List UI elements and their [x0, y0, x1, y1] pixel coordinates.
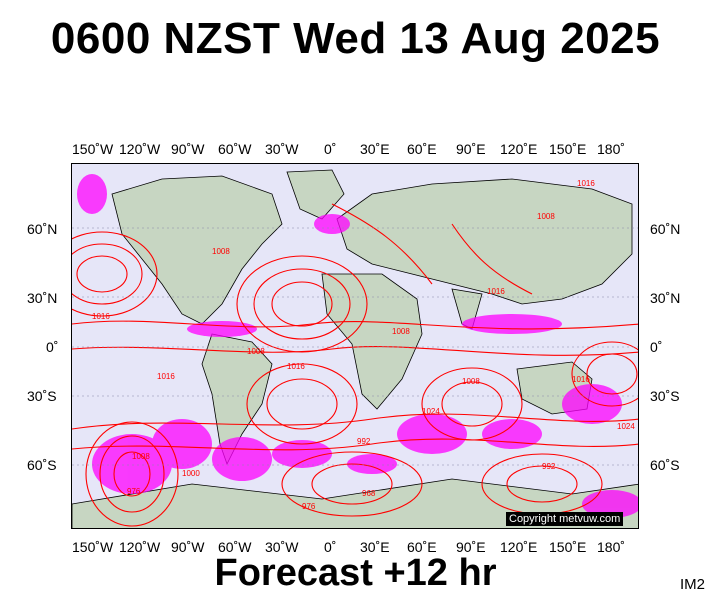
lat-tick-right: 0˚	[650, 339, 663, 355]
isobar-labels: 1016 1008 1008 1016 1008 1016 1008 1016 …	[92, 179, 635, 511]
isobar-label: 1016	[487, 287, 505, 296]
forecast-label: Forecast +12 hr	[214, 552, 497, 594]
lat-tick-left: 60˚S	[27, 457, 57, 473]
isobar-label: 1016	[92, 312, 110, 321]
lon-tick-top: 60˚W	[218, 141, 252, 157]
lon-tick-top: 120˚E	[500, 141, 538, 157]
isobars	[72, 203, 638, 527]
map-canvas: 1016 1008 1008 1016 1008 1016 1008 1016 …	[72, 169, 638, 528]
isobar-label: 1008	[537, 212, 555, 221]
lon-tick-top: 30˚W	[265, 141, 299, 157]
lon-tick-top: 60˚E	[407, 141, 437, 157]
isobar-label: 1016	[577, 179, 595, 188]
lon-tick-bottom: 120˚E	[500, 539, 538, 555]
lat-tick-right: 60˚S	[650, 457, 680, 473]
lon-tick-bottom: 60˚E	[407, 539, 437, 555]
lon-tick-top: 30˚E	[360, 141, 390, 157]
greenland	[286, 169, 345, 220]
lat-tick-right: 30˚S	[650, 388, 680, 404]
isobar-label: 1008	[462, 377, 480, 386]
lon-tick-top: 0˚	[324, 141, 337, 157]
lon-tick-bottom: 30˚E	[360, 539, 390, 555]
isobar-label: 976	[302, 502, 316, 511]
lon-tick-bottom: 90˚E	[456, 539, 486, 555]
lon-tick-top: 150˚W	[72, 141, 114, 157]
lon-tick-bottom: 30˚W	[265, 539, 299, 555]
precipitation	[77, 174, 638, 518]
lat-tick-left: 30˚N	[27, 290, 58, 306]
lon-tick-bottom: 180˚	[597, 539, 626, 555]
isobar-label: 1024	[422, 407, 440, 416]
isobar-label: 1024	[617, 422, 635, 431]
lat-tick-right: 30˚N	[650, 290, 681, 306]
isobar-label: 976	[127, 487, 141, 496]
image-code: IM2	[680, 576, 706, 593]
lon-tick-bottom: 150˚W	[72, 539, 114, 555]
isobar-label: 1016	[287, 362, 305, 371]
north-america	[111, 175, 283, 325]
isobar-label: 1008	[132, 452, 150, 461]
isobar-label: 1016	[157, 372, 175, 381]
lon-tick-top: 150˚E	[549, 141, 587, 157]
isobar-label: 968	[362, 489, 376, 498]
lon-tick-bottom: 90˚W	[171, 539, 205, 555]
lon-tick-bottom: 120˚W	[119, 539, 161, 555]
lat-tick-left: 30˚S	[27, 388, 57, 404]
isobar-label: 992	[357, 437, 371, 446]
lon-tick-top: 90˚W	[171, 141, 205, 157]
lon-tick-bottom: 60˚W	[218, 539, 252, 555]
lon-tick-bottom: 150˚E	[549, 539, 587, 555]
isobar-label: 1016	[572, 375, 590, 384]
isobar-label: 1008	[392, 327, 410, 336]
lat-tick-left: 0˚	[46, 339, 59, 355]
weather-map: 1016 1008 1008 1016 1008 1016 1008 1016 …	[71, 163, 639, 529]
isobar-label: 1008	[247, 347, 265, 356]
copyright-notice: Copyright metvuw.com	[506, 512, 624, 526]
isobar-label: 992	[542, 462, 556, 471]
lat-tick-left: 60˚N	[27, 221, 58, 237]
lon-tick-top: 90˚E	[456, 141, 486, 157]
africa	[321, 273, 423, 410]
lon-tick-top: 180˚	[597, 141, 626, 157]
lon-tick-bottom: 0˚	[324, 539, 337, 555]
europe-asia	[336, 178, 633, 305]
isobar-label: 1008	[212, 247, 230, 256]
lat-tick-right: 60˚N	[650, 221, 681, 237]
isobar-label: 1000	[182, 469, 200, 478]
lon-tick-top: 120˚W	[119, 141, 161, 157]
chart-title: 0600 NZST Wed 13 Aug 2025	[50, 14, 661, 63]
